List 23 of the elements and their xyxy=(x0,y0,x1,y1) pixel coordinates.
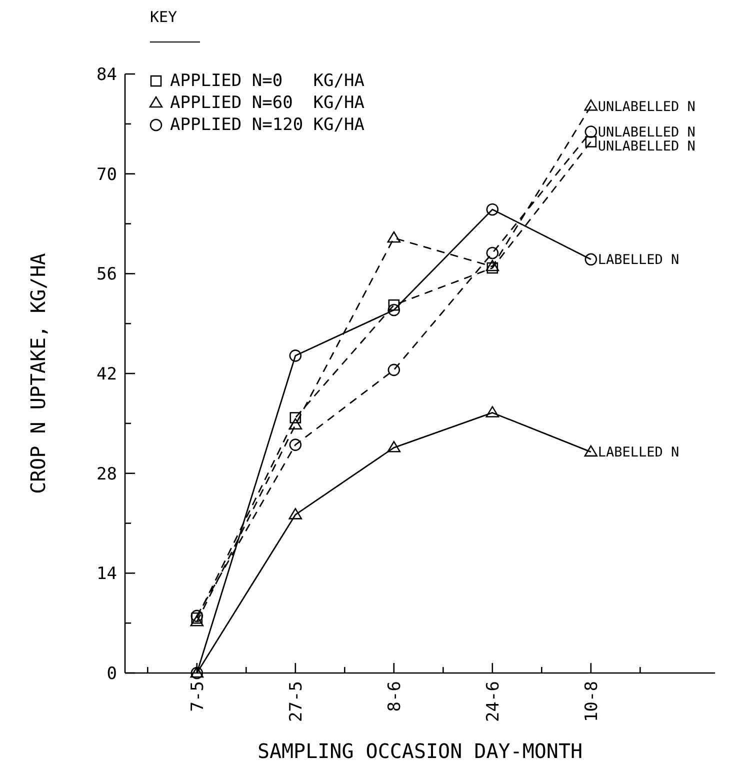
x-tick-label: 8-6 xyxy=(384,681,405,712)
x-tick-label: 7-5 xyxy=(188,681,208,712)
y-tick-label: 14 xyxy=(96,564,117,584)
y-tick-label: 70 xyxy=(96,164,117,185)
x-axis-title: SAMPLING OCCASION DAY-MONTH xyxy=(257,739,583,763)
x-tick-label: 24-6 xyxy=(483,681,504,722)
y-axis-title: CROP N UPTAKE, KG/HA xyxy=(26,253,50,494)
annotation: UNLABELLED N xyxy=(598,98,696,115)
legend-label: APPLIED N=0 KG/HA xyxy=(170,71,364,91)
x-tick-label: 27-5 xyxy=(286,681,306,722)
y-tick-label: 0 xyxy=(106,664,117,684)
legend-label: APPLIED N=60 KG/HA xyxy=(170,93,364,113)
y-tick-label: 28 xyxy=(96,464,117,484)
x-tick-label: 10-8 xyxy=(582,681,602,722)
annotation: LABELLED N xyxy=(598,252,680,268)
legend-title: KEY xyxy=(150,8,178,26)
legend-label: APPLIED N=120 KG/HA xyxy=(170,115,364,135)
annotation: LABELLED N xyxy=(598,444,680,461)
annotation: UNLABELLED N xyxy=(598,138,696,154)
y-tick-label: 84 xyxy=(96,64,117,85)
y-tick-label: 56 xyxy=(96,264,117,285)
annotation: UNLABELLED N xyxy=(598,124,696,140)
y-tick-label: 42 xyxy=(96,364,117,384)
